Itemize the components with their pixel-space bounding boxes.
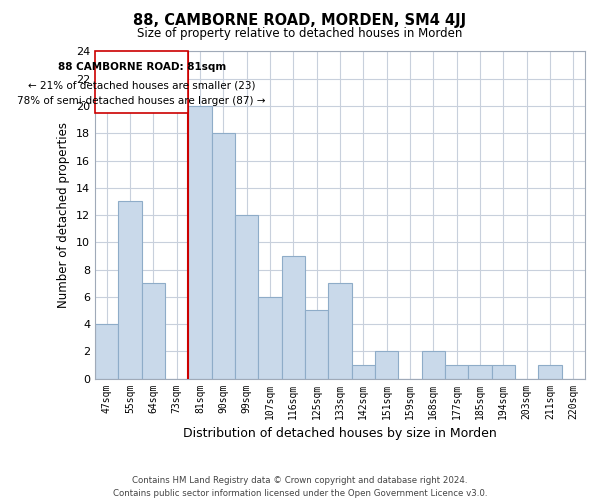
Bar <box>118 202 142 378</box>
X-axis label: Distribution of detached houses by size in Morden: Distribution of detached houses by size … <box>183 427 497 440</box>
Text: Size of property relative to detached houses in Morden: Size of property relative to detached ho… <box>137 28 463 40</box>
Bar <box>538 365 562 378</box>
Bar <box>95 324 118 378</box>
Bar <box>235 215 259 378</box>
Bar <box>328 283 352 378</box>
Bar <box>188 106 212 378</box>
Bar <box>305 310 328 378</box>
Bar <box>445 365 469 378</box>
Bar <box>259 297 281 378</box>
Bar <box>352 365 375 378</box>
Bar <box>142 283 165 378</box>
Bar <box>95 52 188 113</box>
Text: ← 21% of detached houses are smaller (23): ← 21% of detached houses are smaller (23… <box>28 80 256 90</box>
Text: 78% of semi-detached houses are larger (87) →: 78% of semi-detached houses are larger (… <box>17 96 266 106</box>
Bar <box>212 134 235 378</box>
Bar <box>469 365 491 378</box>
Bar <box>491 365 515 378</box>
Bar <box>375 352 398 378</box>
Text: 88, CAMBORNE ROAD, MORDEN, SM4 4JJ: 88, CAMBORNE ROAD, MORDEN, SM4 4JJ <box>133 12 467 28</box>
Y-axis label: Number of detached properties: Number of detached properties <box>57 122 70 308</box>
Bar <box>422 352 445 378</box>
Bar <box>281 256 305 378</box>
Text: Contains HM Land Registry data © Crown copyright and database right 2024.
Contai: Contains HM Land Registry data © Crown c… <box>113 476 487 498</box>
Text: 88 CAMBORNE ROAD: 81sqm: 88 CAMBORNE ROAD: 81sqm <box>58 62 226 72</box>
